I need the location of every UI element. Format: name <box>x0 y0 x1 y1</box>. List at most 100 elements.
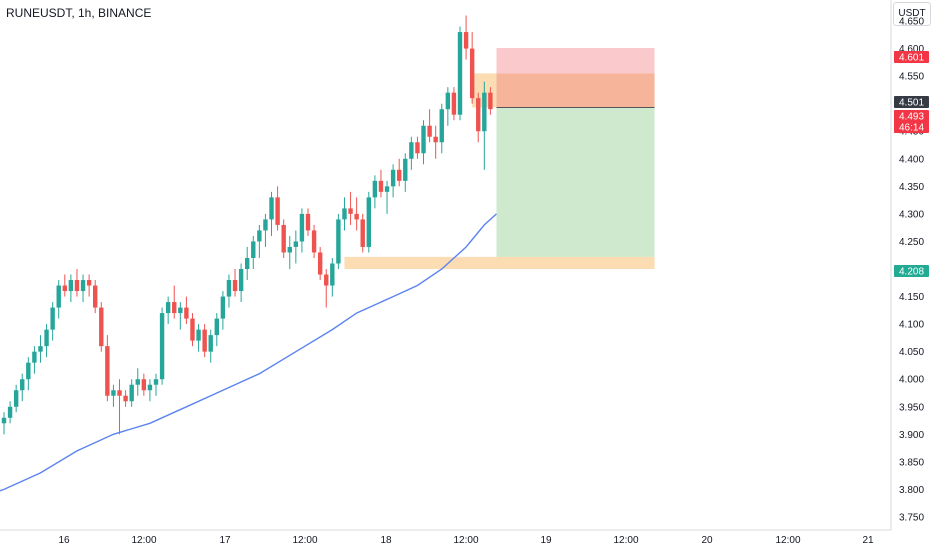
candle-body <box>281 224 286 253</box>
candle-body <box>263 219 268 231</box>
candle-body <box>433 136 438 143</box>
candle-body <box>336 219 341 264</box>
zone-support <box>344 256 655 269</box>
candle-body <box>184 307 189 319</box>
candle-body <box>390 169 396 187</box>
candle-body <box>147 384 153 391</box>
x-tick-label: 12:00 <box>775 535 800 546</box>
candle-body <box>372 180 378 198</box>
moving-average <box>0 213 497 492</box>
candle-body <box>275 197 280 225</box>
candle-body <box>317 252 323 275</box>
candle-body <box>68 280 74 292</box>
candle-body <box>238 269 244 292</box>
candle-body <box>384 186 390 192</box>
zone-stop <box>496 48 655 74</box>
candle-body <box>105 346 110 396</box>
ma-line <box>0 213 497 492</box>
y-tick-label: 4.000 <box>899 375 924 386</box>
candle-body <box>257 230 262 242</box>
candle-body <box>220 296 226 319</box>
candle-body <box>342 208 347 220</box>
candle-body <box>451 92 457 115</box>
zone-target <box>496 107 655 265</box>
candle-body <box>397 169 402 181</box>
candle-body <box>287 246 292 253</box>
candle-body <box>80 280 86 292</box>
price-tag-bg <box>894 121 929 133</box>
price-tag-bg <box>894 110 929 122</box>
candle-body <box>74 280 80 292</box>
zone-entry <box>496 73 655 108</box>
y-tick-label: 4.550 <box>899 72 924 83</box>
candle-body <box>93 285 98 308</box>
candle-body <box>13 390 19 407</box>
x-tick-label: 12:00 <box>453 535 478 546</box>
candle-body <box>1 417 7 424</box>
candle-body <box>251 241 256 258</box>
candle-body <box>172 302 177 314</box>
candle-body <box>427 125 432 137</box>
price-tag: 46:14 <box>899 123 924 134</box>
x-tick-label: 12:00 <box>131 535 156 546</box>
candle-body <box>50 307 55 330</box>
candle-body <box>354 213 359 220</box>
candle-body <box>38 346 43 352</box>
candle-body <box>348 208 353 214</box>
candle-body <box>44 329 49 347</box>
candle-body <box>269 197 274 220</box>
x-tick-label: 16 <box>58 535 70 546</box>
candle-body <box>226 280 232 297</box>
y-tick-label: 3.800 <box>899 485 924 496</box>
candle-body <box>409 142 414 159</box>
candle-body <box>366 197 371 247</box>
price-tag: 4.501 <box>899 98 924 109</box>
y-tick-label: 3.900 <box>899 430 924 441</box>
candle-body <box>20 379 25 391</box>
candle-body <box>476 98 481 132</box>
y-tick-label: 4.150 <box>899 292 924 303</box>
candle-body <box>99 307 104 347</box>
candle-body <box>445 92 451 110</box>
candle-body <box>26 362 31 380</box>
candle-body <box>56 285 61 308</box>
candle-body <box>463 32 469 49</box>
candle-body <box>378 180 384 192</box>
price-tag-bg <box>894 96 929 108</box>
candle-body <box>32 351 37 363</box>
y-tick-label: 3.950 <box>899 402 924 413</box>
position-zones <box>344 48 655 269</box>
candle-body <box>311 230 317 253</box>
price-tag-bg <box>894 51 929 63</box>
y-tick-label: 4.050 <box>899 347 924 358</box>
candle-body <box>232 280 238 292</box>
candle-body <box>488 92 493 110</box>
currency-unit-label[interactable]: USDT <box>893 2 931 26</box>
candle-body <box>403 158 408 181</box>
candle-body <box>111 390 116 396</box>
candle-body <box>415 142 420 154</box>
y-tick-label: 4.400 <box>899 154 924 165</box>
y-tick-label: 4.250 <box>899 237 924 248</box>
candle-body <box>330 263 335 286</box>
x-tick-label: 20 <box>701 535 713 546</box>
chart-title: RUNEUSDT, 1h, BINANCE <box>6 6 152 20</box>
candle-body <box>324 274 329 286</box>
candle-body <box>135 379 140 385</box>
candle-body <box>457 32 463 115</box>
y-tick-label: 4.100 <box>899 320 924 331</box>
candle-body <box>123 395 128 402</box>
candle-body <box>202 329 207 352</box>
candle-body <box>196 329 201 341</box>
candles <box>1 15 493 435</box>
candle-body <box>299 213 305 242</box>
candle-body <box>129 384 134 402</box>
candle-body <box>178 307 183 314</box>
price-tag: 4.601 <box>899 53 924 64</box>
x-tick-label: 12:00 <box>613 535 638 546</box>
candle-body <box>190 318 195 341</box>
candle-body <box>421 125 426 154</box>
